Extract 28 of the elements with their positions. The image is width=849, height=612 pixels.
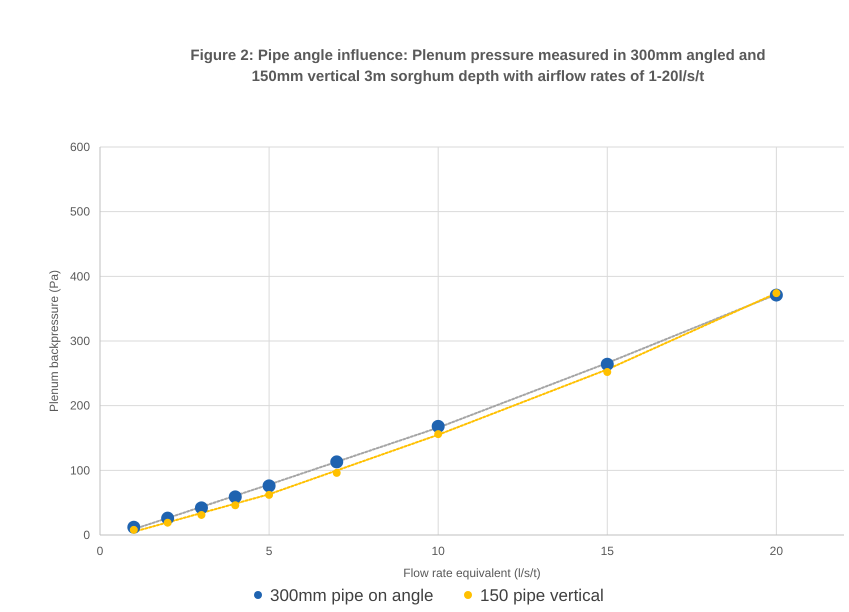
legend-label: 150 pipe vertical xyxy=(480,586,604,605)
point xyxy=(330,455,344,468)
point xyxy=(231,501,240,510)
x-tick-label: 20 xyxy=(770,544,784,558)
y-tick-label: 100 xyxy=(70,463,90,478)
y-tick-label: 0 xyxy=(83,528,90,542)
point xyxy=(265,490,274,499)
point xyxy=(164,518,172,527)
y-axis-title: Plenum backpressure (Pa) xyxy=(47,270,61,412)
legend-label: 300mm pipe on angle xyxy=(270,586,434,605)
point xyxy=(262,479,276,492)
point xyxy=(434,430,442,438)
point xyxy=(197,510,206,519)
y-tick-label: 300 xyxy=(70,334,90,348)
y-tick-label: 600 xyxy=(70,140,90,154)
point xyxy=(228,490,242,504)
x-axis-title: Flow rate equivalent (l/s/t) xyxy=(403,566,541,580)
point xyxy=(332,468,341,477)
x-tick-label: 5 xyxy=(266,544,273,558)
point xyxy=(432,420,445,433)
chart-title: Figure 2: Pipe angle influence: Plenum pressure measured in 300mm angled and 150mm vertical 3m sorghum depth with airflow rates of 1-20l/s/t xyxy=(190,47,766,85)
point xyxy=(603,368,612,376)
y-tick-label: 200 xyxy=(70,398,90,413)
x-tick-label: 0 xyxy=(96,544,104,558)
x-tick-label: 15 xyxy=(600,544,614,558)
x-tick-label: 10 xyxy=(432,544,446,558)
y-tick-label: 500 xyxy=(70,204,90,219)
y-tick-label: 400 xyxy=(70,269,90,284)
